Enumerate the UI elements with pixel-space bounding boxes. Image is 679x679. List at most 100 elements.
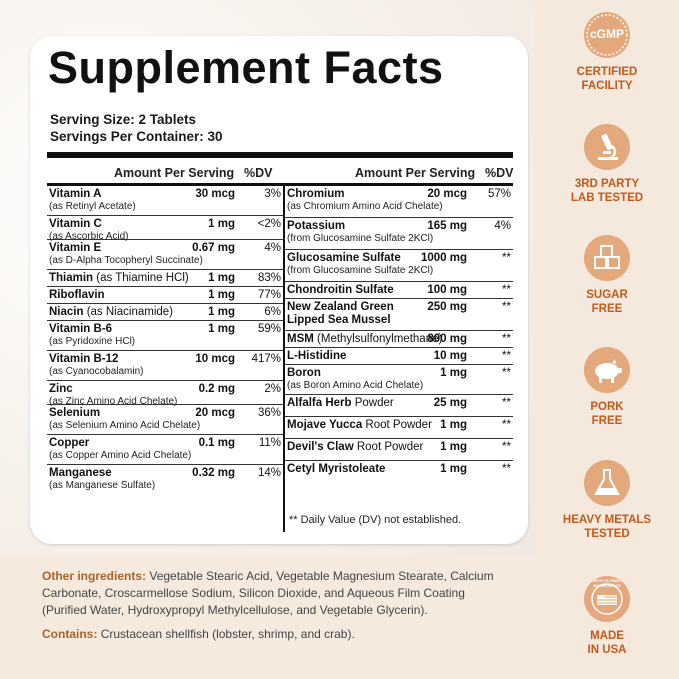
nutrient-source-note: (as Boron Amino Acid Chelate): [287, 380, 424, 391]
nutrient-name: New Zealand Green: [287, 301, 394, 313]
nutrient-dv: 6%: [264, 306, 281, 318]
badge-label: CERTIFIED FACILITY: [576, 66, 638, 92]
nutrient-row: Vitamin B-12 (as Cyanocobalamin) 10 mcg 417…: [47, 351, 283, 381]
nutrient-amount: 1 mg: [440, 441, 467, 453]
other-ingredients: Other ingredients: Vegetable Stearic Aci…: [42, 568, 512, 619]
nutrient-amount: 1 mg: [208, 323, 235, 335]
nutrient-source-note: (as Chromium Amino Acid Chelate): [287, 201, 443, 212]
nutrient-name: MSM (Methylsulfonylmethane): [287, 333, 442, 345]
nutrient-name: L-Histidine: [287, 350, 346, 362]
nutrient-name-text: Niacin: [49, 306, 84, 318]
nutrient-row: Riboflavin 1 mg 77%: [47, 287, 283, 304]
pig-icon: [584, 347, 630, 393]
footnote: ** Daily Value (DV) not established.: [289, 514, 462, 526]
nutrient-row: Zinc (as Zinc Amino Acid Chelate) 0.2 mg 2%: [47, 381, 283, 407]
nutrient-amount: 25 mg: [433, 397, 467, 409]
usa-globe-icon: WITH GLOBAL INGREDIENTS: [584, 576, 630, 622]
ingredients-background: [0, 556, 535, 679]
nutrient-name-text: Selenium: [49, 407, 101, 419]
nutrient-source-note: (as Retinyl Acetate): [49, 201, 136, 212]
nutrient-dv: 77%: [257, 289, 281, 301]
thick-rule: [47, 152, 513, 158]
nutrient-row: MSM (Methylsulfonylmethane) 800 mg **: [285, 331, 513, 348]
nutrient-name-text: Vitamin B-12: [49, 353, 119, 365]
nutrient-source-note: (from Glucosamine Sulfate 2KCl): [287, 233, 434, 244]
nutrient-dv: 2%: [264, 383, 281, 395]
nutrient-row: Niacin (as Niacinamide) 1 mg 6%: [47, 304, 283, 321]
nutrient-source-note: (from Glucosamine Sulfate 2KCl): [287, 265, 434, 276]
right-nutrient-column: Chromium (as Chromium Amino Acid Chelate)…: [285, 186, 513, 483]
badge-sugar-free: SUGAR FREE: [553, 235, 661, 316]
nutrient-amount: 1 mg: [440, 463, 467, 475]
nutrient-amount: 1 mg: [208, 289, 235, 301]
nutrient-name: Vitamin C: [49, 218, 102, 230]
nutrient-dv: **: [502, 397, 511, 409]
other-ingredients-label: Other ingredients:: [42, 569, 147, 583]
nutrient-source-note: (as Copper Amino Acid Chelate): [49, 450, 192, 461]
nutrient-name: Zinc: [49, 383, 73, 395]
nutrient-amount: 1000 mg: [420, 252, 467, 264]
nutrient-dv: 4%: [264, 242, 281, 254]
left-nutrient-column: Vitamin A (as Retinyl Acetate) 30 mcg 3% Vit…: [47, 186, 283, 495]
nutrient-amount: 10 mcg: [195, 353, 235, 365]
nutrient-row: Vitamin A (as Retinyl Acetate) 30 mcg 3%: [47, 186, 283, 216]
badge-made-in-usa: WITH GLOBAL INGREDIENTS MADE IN USA: [553, 576, 661, 657]
serving-size: Serving Size: 2 Tablets: [50, 112, 197, 127]
nutrient-row: Boron (as Boron Amino Acid Chelate) 1 mg **: [285, 365, 513, 395]
nutrient-amount: 0.32 mg: [192, 467, 235, 479]
nutrient-name: Vitamin B-12: [49, 353, 118, 365]
nutrient-source-note: Lipped Sea Mussel: [287, 314, 391, 326]
nutrient-name-text: Zinc: [49, 383, 73, 395]
nutrient-dv: **: [502, 252, 511, 264]
left-dv-header: %DV: [244, 166, 273, 180]
nutrient-amount: 1 mg: [440, 367, 467, 379]
nutrient-dv: **: [502, 301, 511, 313]
nutrient-name-text: Thiamin: [49, 272, 94, 284]
badge-label: HEAVY METALS TESTED: [562, 514, 652, 540]
nutrient-name: Niacin (as Niacinamide): [49, 306, 173, 318]
nutrient-name-text: MSM: [287, 333, 314, 345]
nutrient-name: Chromium: [287, 188, 345, 200]
nutrient-row: Glucosamine Sulfate (from Glucosamine Sul…: [285, 250, 513, 282]
nutrient-source-note: (as Pyridoxine HCl): [49, 336, 136, 347]
nutrient-name-text: Alfalfa Herb: [287, 397, 352, 409]
nutrient-dv: **: [502, 367, 511, 379]
nutrient-name: Mojave Yucca Root Powder: [287, 419, 432, 431]
nutrient-row: Thiamin (as Thiamine HCl) 1 mg 83%: [47, 270, 283, 287]
nutrient-name-text: Glucosamine Sulfate: [287, 252, 401, 264]
nutrient-inline-source: (as Thiamine HCl): [93, 272, 189, 284]
nutrient-amount: 30 mcg: [195, 188, 235, 200]
nutrient-name-text: Riboflavin: [49, 289, 105, 301]
nutrient-name: Riboflavin: [49, 289, 105, 301]
nutrient-amount: 0.67 mg: [192, 242, 235, 254]
nutrient-row: Devil's Claw Root Powder 1 mg **: [285, 439, 513, 461]
nutrient-row: L-Histidine 10 mg **: [285, 348, 513, 365]
right-amount-header: Amount Per Serving: [355, 166, 476, 180]
nutrient-amount: 1 mg: [208, 272, 235, 284]
nutrient-source-note: (as Selenium Amino Acid Chelate): [49, 420, 201, 431]
nutrient-amount: 10 mg: [433, 350, 467, 362]
other-ingredients-text: Vegetable Stearic Acid, Vegetable Magnes…: [42, 569, 494, 617]
badge-column-background: [535, 0, 679, 679]
nutrient-inline-source: Root Powder: [362, 419, 432, 431]
nutrient-name: Potassium: [287, 220, 345, 232]
nutrient-amount: 1 mg: [440, 419, 467, 431]
nutrient-name-text: Mojave Yucca: [287, 419, 363, 431]
nutrient-dv: **: [502, 350, 511, 362]
badge-label: 3RD PARTY LAB TESTED: [570, 178, 644, 204]
nutrient-dv: 36%: [257, 407, 281, 419]
nutrient-dv: **: [502, 284, 511, 296]
nutrient-dv: 83%: [257, 272, 281, 284]
servings-per-container: Servings Per Container: 30: [50, 129, 223, 144]
nutrient-source-note: (as Manganese Sulfate): [49, 480, 156, 491]
nutrient-name: Vitamin E: [49, 242, 101, 254]
nutrient-source-note: (as Cyanocobalamin): [49, 366, 144, 377]
nutrient-source-note: (as Zinc Amino Acid Chelate): [49, 396, 178, 407]
supplement-facts-panel: Supplement Facts Serving Size: 2 Tablets…: [30, 36, 528, 544]
header-rule: [47, 183, 513, 186]
nutrient-amount: 0.2 mg: [198, 383, 235, 395]
contains-label: Contains:: [42, 627, 98, 641]
nutrient-name: Copper: [49, 437, 89, 449]
nutrient-name-text: Potassium: [287, 220, 346, 232]
nutrient-name: Vitamin B-6: [49, 323, 112, 335]
